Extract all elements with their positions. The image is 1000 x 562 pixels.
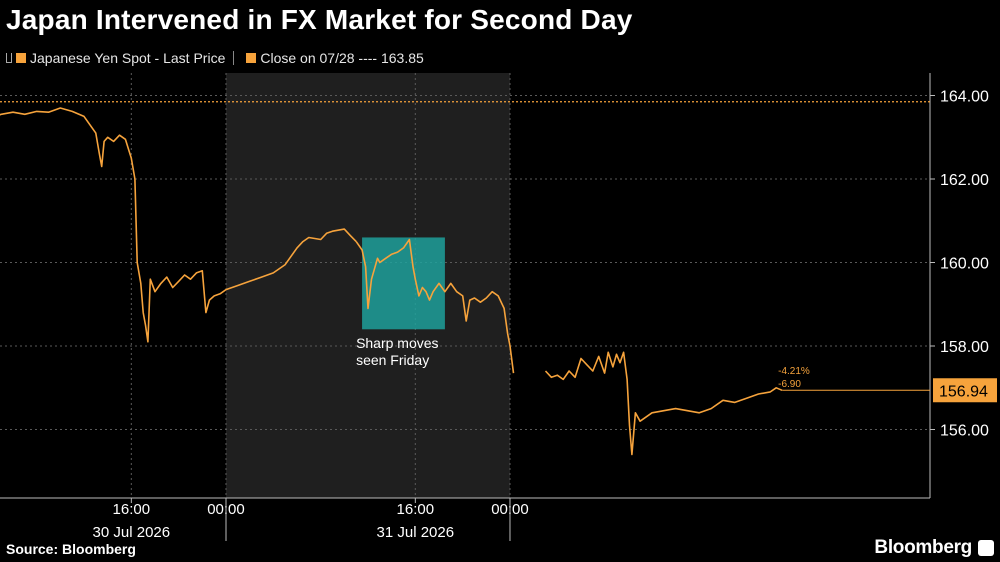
legend: Japanese Yen Spot - Last Price Close on … [6, 50, 424, 66]
y-tick-label: 158.00 [940, 339, 989, 356]
legend-reference-label: Close on 07/28 ---- 163.85 [260, 50, 424, 66]
series-swatch [16, 53, 26, 63]
series-line-segment [544, 351, 783, 456]
y-tick-label: 164.00 [940, 89, 989, 106]
legend-series-label: Japanese Yen Spot - Last Price [30, 50, 226, 66]
annotation-line-1: Sharp moves [356, 335, 438, 351]
date-label: 30 Jul 2026 [93, 524, 171, 541]
last-value-badge [933, 378, 997, 403]
date-label: 31 Jul 2026 [377, 524, 455, 541]
change-percent-label: -4.21% [778, 366, 810, 377]
bloomberg-logo: Bloomberg [874, 537, 972, 558]
source-note: Source: Bloomberg [6, 541, 136, 557]
chart-title: Japan Intervened in FX Market for Second… [6, 4, 633, 35]
y-tick-label: 160.00 [940, 256, 989, 273]
legend-separator [233, 51, 235, 65]
series-toggle-icon[interactable] [6, 53, 12, 63]
bloomberg-chart-icon[interactable] [978, 540, 994, 556]
y-tick-label: 156.00 [940, 423, 989, 440]
x-tick-label: 16:00 [397, 501, 435, 518]
reference-swatch [246, 53, 257, 63]
series-line-segment [355, 238, 515, 374]
x-tick-label: 16:00 [113, 501, 151, 518]
last-value-label: 156.94 [939, 383, 988, 400]
annotation-box [362, 237, 445, 330]
series-line-segment [0, 107, 357, 343]
y-tick-label: 162.00 [940, 172, 989, 189]
annotation-line-2: seen Friday [356, 352, 429, 368]
change-abs-label: -6.90 [778, 379, 801, 390]
